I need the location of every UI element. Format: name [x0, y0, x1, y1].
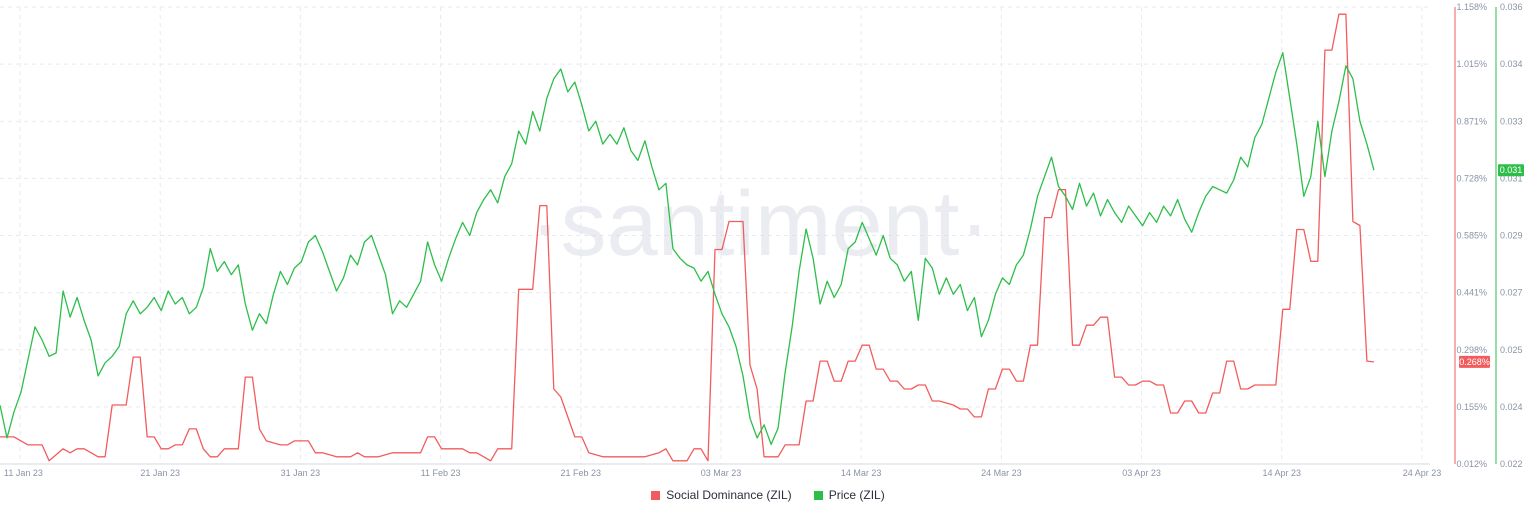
left-axis-tick-label: 0.012%: [1456, 459, 1487, 469]
left-axis-tick-label: 0.155%: [1456, 402, 1487, 412]
right-axis-tick-label: 0.036: [1500, 2, 1523, 12]
price-swatch-icon: [813, 490, 823, 500]
right-axis-tick-label: 0.034: [1500, 59, 1523, 69]
price-line: [0, 52, 1375, 446]
x-tick-label: 03 Mar 23: [701, 468, 742, 478]
axes: [0, 7, 1497, 465]
social-last-value: 0.268%: [1459, 357, 1490, 367]
left-axis-tick-label: 0.871%: [1456, 116, 1487, 126]
right-axis-tick-label: 0.027: [1500, 288, 1523, 298]
x-tick-label: 24 Apr 23: [1403, 468, 1442, 478]
legend-item-price[interactable]: Price (ZIL): [813, 488, 885, 502]
social-dominance-line: [0, 13, 1374, 462]
legend-label-price: Price (ZIL): [828, 488, 885, 502]
x-tick-label: 14 Mar 23: [841, 468, 882, 478]
price-last-badge: [1498, 164, 1524, 177]
right-axis-tick-label: 0.024: [1500, 402, 1523, 412]
watermark: ·santiment·: [530, 173, 990, 275]
x-tick-label: 14 Apr 23: [1262, 468, 1301, 478]
left-axis-tick-label: 0.298%: [1456, 345, 1487, 355]
right-axis-tick-label: 0.025: [1500, 345, 1523, 355]
x-tick-label: 21 Jan 23: [140, 468, 180, 478]
price-last-value: 0.031: [1500, 165, 1523, 175]
left-axis-tick-label: 0.441%: [1456, 288, 1487, 298]
y-axis-ticks: 1.158% 1.015% 0.871% 0.728% 0.585% 0.441% 0.29…: [1456, 2, 1522, 469]
series-layer: [0, 13, 1375, 462]
left-axis-tick-label: 0.585%: [1456, 231, 1487, 241]
left-axis-tick-label: 1.158%: [1456, 2, 1487, 12]
right-axis-tick-label: 0.022: [1500, 459, 1523, 469]
social-swatch-icon: [651, 490, 661, 500]
x-tick-label: 31 Jan 23: [281, 468, 321, 478]
x-tick-label: 11 Feb 23: [421, 468, 461, 478]
right-axis-tick-label: 0.033: [1500, 116, 1523, 126]
chart: ·santiment· 11 Jan 23 21 Jan 23 31 Jan 23 1…: [0, 2, 1524, 478]
right-axis-tick-label: 0.031: [1500, 173, 1523, 183]
left-axis-tick-label: 1.015%: [1456, 59, 1487, 69]
x-tick-label: 21 Feb 23: [561, 468, 602, 478]
legend: Social Dominance (ZIL) Price (ZIL): [0, 488, 1536, 502]
social-last-badge: [1459, 355, 1490, 368]
legend-item-social[interactable]: Social Dominance (ZIL): [651, 488, 792, 502]
left-axis-tick-label: 0.728%: [1456, 173, 1487, 183]
x-tick-label: 03 Apr 23: [1122, 468, 1161, 478]
last-value-badges: 0.268% 0.031: [1459, 164, 1524, 368]
x-tick-label: 24 Mar 23: [981, 468, 1022, 478]
right-axis-tick-label: 0.029: [1500, 231, 1523, 241]
x-axis-ticks: 11 Jan 23 21 Jan 23 31 Jan 23 11 Feb 23 21 F…: [4, 468, 1441, 478]
x-tick-label: 11 Jan 23: [4, 468, 43, 478]
legend-label-social: Social Dominance (ZIL): [666, 488, 792, 502]
